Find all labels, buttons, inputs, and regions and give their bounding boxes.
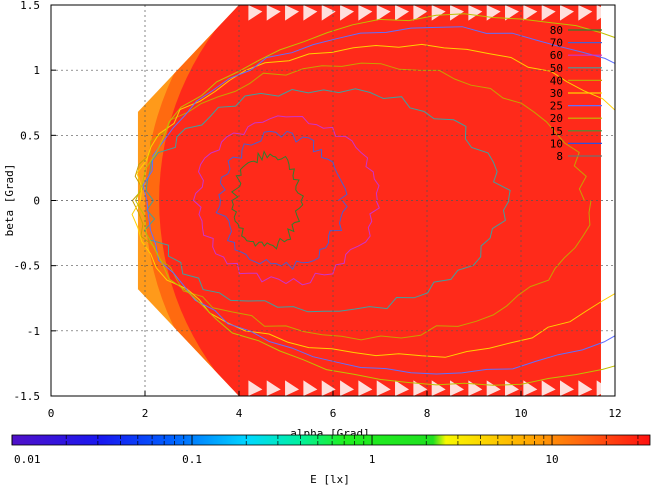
- legend-label: 15: [550, 125, 563, 138]
- legend-label: 25: [550, 100, 563, 113]
- legend-label: 8: [556, 150, 563, 163]
- colorbar-tick-label: 1: [369, 453, 376, 466]
- y-tick-label: 0.5: [20, 129, 40, 142]
- legend-label: 50: [550, 62, 563, 75]
- x-tick-label: 8: [424, 407, 431, 420]
- colorbar-tick-label: 10: [545, 453, 558, 466]
- contour-50: [143, 88, 511, 313]
- x-tick-label: 12: [608, 407, 621, 420]
- contour-30: [131, 43, 615, 358]
- y-tick-label: 1: [33, 64, 40, 77]
- y-axis-label: beta [Grad]: [3, 164, 16, 237]
- colorbar-tick-labels: 0.01 0.1 1 10: [14, 453, 559, 466]
- x-tick-label: 6: [330, 407, 337, 420]
- legend-label: 20: [550, 112, 563, 125]
- contour-70: [215, 130, 348, 270]
- y-tick-label: -0.5: [14, 260, 41, 273]
- legend-label: 30: [550, 87, 563, 100]
- colorbar-ticks: [11, 435, 639, 445]
- legend-label: 40: [550, 74, 563, 87]
- y-tick-label: -1.5: [14, 390, 41, 403]
- heat-sawtooth-edge: [248, 5, 611, 396]
- legend-label: 80: [550, 24, 563, 37]
- heat-core: [159, 5, 601, 396]
- contour-60: [192, 115, 380, 286]
- y-tick-label: 1.5: [20, 0, 40, 12]
- y-tick-labels: -1.5 -1 -0.5 0 0.5 1 1.5: [14, 0, 56, 403]
- legend-label: 60: [550, 49, 563, 62]
- colorbar: [11, 434, 651, 446]
- legend-label: 70: [550, 37, 563, 50]
- heatmap-layer: [137, 5, 611, 396]
- x-tick-labels: 0 2 4 6 8 10 12: [48, 391, 622, 420]
- grid-lines: [51, 5, 615, 396]
- legend-label: 10: [550, 137, 563, 150]
- x-tick-label: 4: [236, 407, 243, 420]
- colorbar-tick-label: 0.01: [14, 453, 41, 466]
- x-tick-label: 10: [514, 407, 527, 420]
- x-tick-label: 2: [142, 407, 149, 420]
- contour-20: [135, 13, 615, 386]
- y-tick-label: -1: [27, 325, 40, 338]
- x-tick-label: 0: [48, 407, 55, 420]
- colorbar-tick-label: 0.1: [182, 453, 202, 466]
- colorbar-label: E [lx]: [310, 473, 350, 486]
- y-tick-label: 0: [33, 195, 40, 208]
